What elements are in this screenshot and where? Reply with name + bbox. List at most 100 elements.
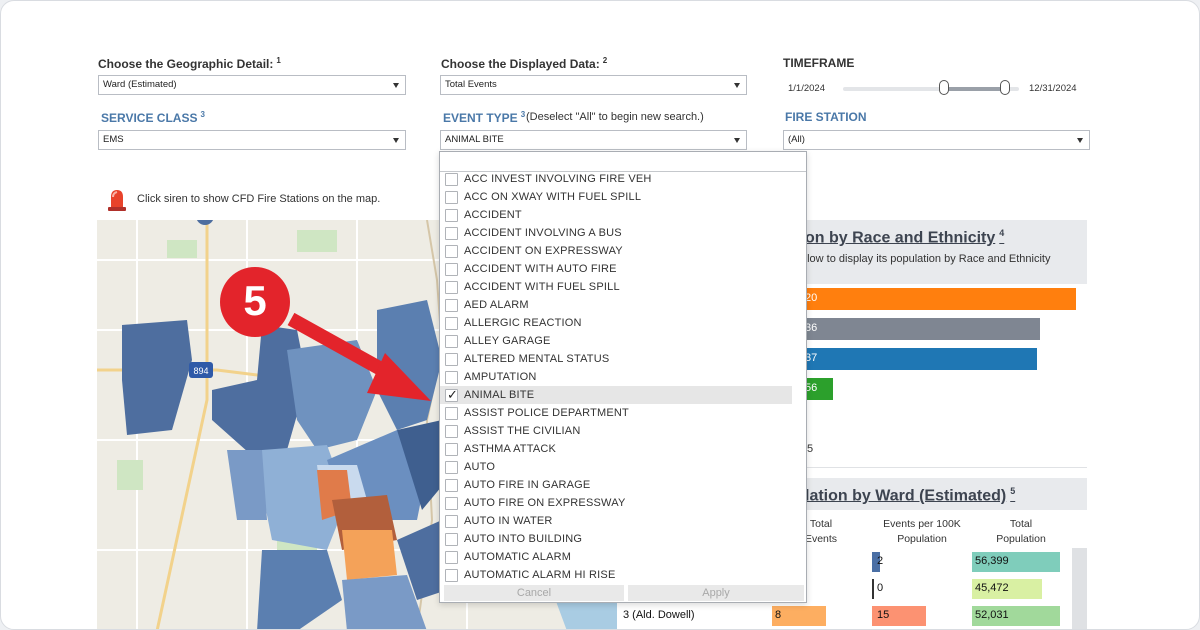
event-type-option[interactable]: AUTOMATIC ALARM HI RISE: [440, 566, 792, 584]
event-type-option[interactable]: AUTO FIRE IN GARAGE: [440, 476, 792, 494]
fire-station-select[interactable]: (All): [783, 130, 1090, 150]
event-type-option-label: AUTO FIRE IN GARAGE: [464, 479, 591, 491]
event-type-option-label: AUTO INTO BUILDING: [464, 533, 583, 545]
race-bar[interactable]: 36: [791, 318, 1040, 340]
events-bar[interactable]: 8: [772, 606, 826, 626]
checkbox[interactable]: [445, 353, 458, 366]
event-type-option[interactable]: ACC ON XWAY WITH FUEL SPILL: [440, 188, 792, 206]
event-type-option[interactable]: ALLEY GARAGE: [440, 332, 792, 350]
event-type-select[interactable]: ANIMAL BITE: [440, 130, 747, 150]
checkbox[interactable]: [445, 281, 458, 294]
checkbox[interactable]: [445, 335, 458, 348]
race-count-label: 5: [807, 443, 814, 455]
event-type-option[interactable]: ASTHMA ATTACK: [440, 440, 792, 458]
checkbox[interactable]: [445, 317, 458, 330]
service-class-select[interactable]: EMS: [98, 130, 406, 150]
checkbox[interactable]: [445, 515, 458, 528]
per100k-value: 2: [877, 555, 884, 567]
event-type-option[interactable]: ACCIDENT ON EXPRESSWAY: [440, 242, 792, 260]
event-type-option-label: ASTHMA ATTACK: [464, 443, 557, 455]
checkbox[interactable]: [445, 227, 458, 240]
event-type-option-label: AUTO: [464, 461, 496, 473]
race-bar[interactable]: 37: [791, 348, 1037, 370]
event-type-option[interactable]: AUTO: [440, 458, 792, 476]
checkbox[interactable]: [445, 209, 458, 222]
timeframe-start-handle[interactable]: [939, 80, 949, 95]
cancel-button[interactable]: Cancel: [444, 585, 624, 601]
per100k-bar[interactable]: 0: [872, 579, 883, 599]
checkbox[interactable]: [445, 569, 458, 582]
checkbox[interactable]: [445, 551, 458, 564]
checkbox[interactable]: [445, 443, 458, 456]
checkbox[interactable]: [445, 497, 458, 510]
checkbox[interactable]: [445, 299, 458, 312]
checkbox[interactable]: [445, 245, 458, 258]
table-scrollbar[interactable]: [1072, 548, 1087, 629]
event-type-label: EVENT TYPE 3: [443, 110, 526, 125]
event-type-option-label: ACCIDENT WITH FUEL SPILL: [464, 281, 620, 293]
checkbox[interactable]: [445, 461, 458, 474]
checkbox[interactable]: [445, 263, 458, 276]
interstate-shield-icon: [189, 362, 213, 378]
event-type-option[interactable]: AUTOMATIC ALARM: [440, 548, 792, 566]
checkbox[interactable]: [445, 425, 458, 438]
event-type-option[interactable]: ALTERED MENTAL STATUS: [440, 350, 792, 368]
event-type-option[interactable]: ACCIDENT WITH FUEL SPILL: [440, 278, 792, 296]
ward-panel-title[interactable]: lation by Ward (Estimated) 5: [805, 486, 1016, 505]
event-type-option[interactable]: ✓ ANIMAL BITE: [440, 386, 792, 404]
race-bar-label: 36: [805, 322, 818, 334]
timeframe-slider-range: [944, 87, 1005, 91]
panel-divider: [801, 467, 1087, 468]
event-search-input[interactable]: [440, 152, 806, 172]
checkbox[interactable]: ✓: [445, 387, 458, 402]
event-type-option-label: AMPUTATION: [464, 371, 537, 383]
timeframe-slider-track[interactable]: [843, 87, 1019, 91]
geo-detail-select[interactable]: Ward (Estimated): [98, 75, 406, 95]
population-bar[interactable]: 52,031: [972, 606, 1060, 626]
event-type-option[interactable]: ACCIDENT INVOLVING A BUS: [440, 224, 792, 242]
apply-button[interactable]: Apply: [628, 585, 804, 601]
chevron-down-icon: [734, 138, 740, 143]
geo-detail-label: Choose the Geographic Detail: 1: [98, 56, 281, 71]
fire-station-label: FIRE STATION: [785, 110, 867, 124]
chevron-down-icon: [393, 83, 399, 88]
event-type-option[interactable]: ALLERGIC REACTION: [440, 314, 792, 332]
per100k-bar[interactable]: 2: [872, 552, 884, 572]
chevron-down-icon: [393, 138, 399, 143]
event-type-option[interactable]: ASSIST POLICE DEPARTMENT: [440, 404, 792, 422]
event-type-option[interactable]: ASSIST THE CIVILIAN: [440, 422, 792, 440]
event-type-option[interactable]: ACC INVEST INVOLVING FIRE VEH: [440, 170, 792, 188]
timeframe-start: 1/1/2024: [788, 83, 825, 94]
race-bar-label: 37: [805, 352, 818, 364]
checkbox[interactable]: [445, 173, 458, 186]
ward-row-label[interactable]: 3 (Ald. Dowell): [623, 609, 695, 621]
siren-icon[interactable]: [105, 187, 129, 213]
displayed-data-select[interactable]: Total Events: [440, 75, 747, 95]
population-bar[interactable]: 45,472: [972, 579, 1042, 599]
population-value: 52,031: [975, 609, 1009, 621]
event-type-option[interactable]: ACCIDENT WITH AUTO FIRE: [440, 260, 792, 278]
checkbox[interactable]: [445, 407, 458, 420]
race-panel-title[interactable]: on by Race and Ethnicity 4: [805, 228, 1005, 247]
ward-panel-header: lation by Ward (Estimated) 5: [791, 478, 1087, 510]
event-type-option[interactable]: AED ALARM: [440, 296, 792, 314]
event-type-option[interactable]: AUTO FIRE ON EXPRESSWAY: [440, 494, 792, 512]
checkbox[interactable]: [445, 533, 458, 546]
checkbox[interactable]: [445, 479, 458, 492]
event-type-option-label: ALTERED MENTAL STATUS: [464, 353, 610, 365]
event-type-option[interactable]: AMPUTATION: [440, 368, 792, 386]
chevron-down-icon: [1077, 138, 1083, 143]
checkbox[interactable]: [445, 371, 458, 384]
population-bar[interactable]: 56,399: [972, 552, 1060, 572]
event-type-option[interactable]: AUTO INTO BUILDING: [440, 530, 792, 548]
checkbox[interactable]: [445, 191, 458, 204]
event-type-option[interactable]: AUTO IN WATER: [440, 512, 792, 530]
per100k-bar[interactable]: 15: [872, 606, 926, 626]
timeframe-end: 12/31/2024: [1029, 83, 1077, 94]
event-type-option-label: ASSIST THE CIVILIAN: [464, 425, 581, 437]
timeframe-end-handle[interactable]: [1000, 80, 1010, 95]
race-ethnicity-panel: on by Race and Ethnicity 4 elow to displa…: [791, 220, 1087, 629]
event-type-option[interactable]: ACCIDENT: [440, 206, 792, 224]
race-bar[interactable]: 20: [791, 288, 1076, 310]
